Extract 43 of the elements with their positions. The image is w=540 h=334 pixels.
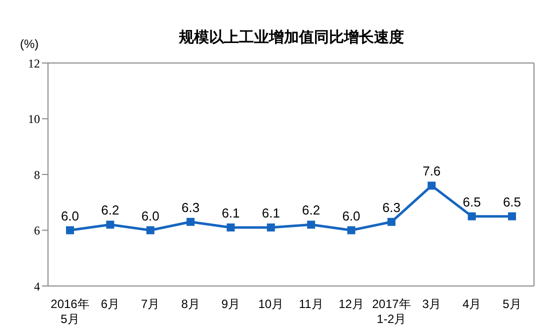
- point: [307, 220, 316, 229]
- x-tick-label: 11月: [298, 297, 324, 311]
- x-tick-label: 5月: [502, 297, 522, 311]
- data-label: 6.1: [222, 205, 240, 220]
- x-tick-label: 8月: [181, 297, 200, 311]
- x-tick-label: 2017年 1-2月: [372, 297, 411, 326]
- x-tick-label: 4月: [462, 297, 482, 311]
- point: [468, 212, 476, 220]
- data-label: 6.2: [302, 202, 320, 218]
- chart-title: 规模以上工业增加值同比增长速度: [178, 28, 405, 47]
- point: [508, 212, 516, 220]
- data-label: 6.3: [182, 200, 200, 215]
- x-tick-label: 7月: [141, 297, 160, 311]
- point: [146, 226, 154, 234]
- data-label: 6.5: [502, 194, 522, 210]
- y-tick-label: 6: [34, 224, 40, 238]
- x-tick-label: 9月: [221, 297, 240, 311]
- data-label: 7.6: [422, 164, 441, 179]
- point: [266, 223, 275, 232]
- x-tick-label: 3月: [422, 297, 441, 311]
- data-label: 6.0: [60, 208, 80, 224]
- data-label: 6.0: [141, 208, 160, 224]
- data-label: 6.2: [101, 202, 120, 218]
- x-tick-label: 6月: [100, 297, 120, 311]
- x-tick-label: 12月: [338, 297, 364, 311]
- x-tick-label: 10月: [258, 297, 284, 311]
- data-label: 6.1: [262, 205, 280, 220]
- y-tick-label: 8: [34, 168, 40, 182]
- y-tick-label: 10: [28, 112, 40, 126]
- data-label: 6.5: [462, 194, 481, 210]
- y-tick-label: 4: [34, 279, 40, 294]
- point: [186, 218, 195, 226]
- data-label: 6.0: [342, 208, 360, 224]
- point: [226, 223, 235, 232]
- point: [66, 226, 74, 234]
- x-tick-label: 2016年 5月: [50, 297, 90, 326]
- point: [106, 220, 114, 229]
- point: [428, 182, 436, 190]
- y-tick-label: 12: [28, 56, 40, 70]
- y-axis-title: (%): [20, 37, 39, 51]
- point: [387, 218, 396, 226]
- data-label: 6.3: [382, 200, 400, 215]
- point: [347, 226, 356, 234]
